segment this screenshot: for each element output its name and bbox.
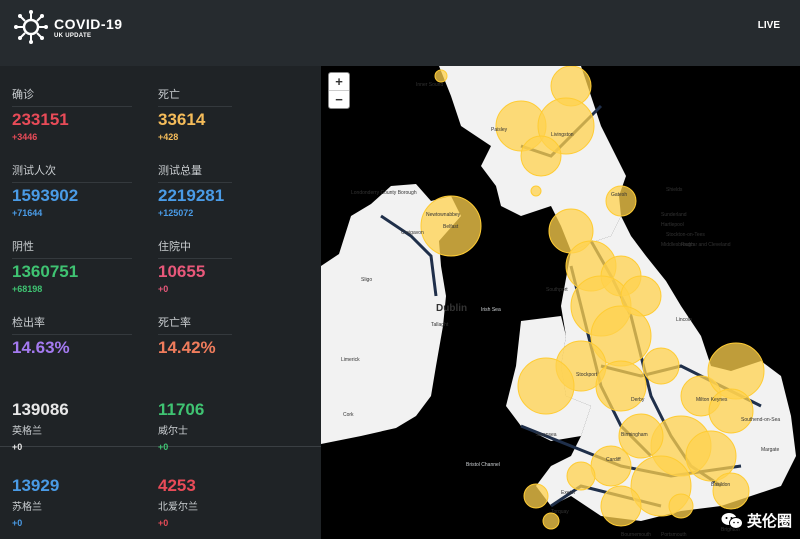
map-label: Shields bbox=[666, 187, 683, 193]
stat-card: 测试人次 1593902 +71644 bbox=[12, 162, 132, 218]
region-value: 4253 bbox=[158, 476, 196, 495]
stat-value: 14.42% bbox=[158, 338, 216, 357]
map-label: Derby bbox=[631, 397, 645, 403]
stat-label: 测试人次 bbox=[12, 162, 132, 183]
map-label: Southend-on-Sea bbox=[741, 417, 780, 423]
map-label: Cork bbox=[343, 412, 354, 418]
region-card: 139086 英格兰 +0 bbox=[12, 400, 69, 452]
region-name: 英格兰 bbox=[12, 426, 42, 437]
map-label: Newtownabbey bbox=[426, 212, 461, 218]
stat-delta: +3446 bbox=[12, 132, 38, 142]
stat-label: 阴性 bbox=[12, 238, 132, 259]
region-name: 威尔士 bbox=[158, 426, 188, 437]
virus-logo-icon bbox=[14, 10, 48, 44]
stat-delta: +428 bbox=[158, 132, 179, 142]
region-delta: +0 bbox=[12, 442, 23, 452]
map-label: Stockport bbox=[576, 372, 598, 378]
map-label: Bristol Channel bbox=[466, 462, 500, 468]
stat-delta: +0 bbox=[158, 284, 169, 294]
stat-delta: +125072 bbox=[158, 208, 194, 218]
app-title: COVID-19 bbox=[54, 16, 123, 32]
region-delta: +0 bbox=[158, 518, 169, 528]
region-name: 北爱尔兰 bbox=[158, 502, 198, 513]
stat-card: 确诊 233151 +3446 bbox=[12, 86, 132, 142]
map-label: Hartlepool bbox=[661, 222, 684, 228]
map-label: Belfast bbox=[443, 224, 459, 230]
case-bubbles[interactable] bbox=[420, 66, 765, 530]
map-label: Stockton-on-Tees bbox=[666, 232, 705, 238]
stat-card: 阴性 1360751 +68198 bbox=[12, 238, 132, 294]
map-label: Milton Keynes bbox=[696, 397, 728, 403]
stat-label: 死亡 bbox=[158, 86, 232, 107]
map-label: Londonderry County Borough bbox=[351, 190, 417, 196]
stat-card: 死亡率 14.42% bbox=[158, 314, 232, 358]
map-label: Gatesh bbox=[611, 192, 627, 198]
region-card: 11706 威尔士 +0 bbox=[158, 400, 204, 452]
stat-label: 检出率 bbox=[12, 314, 132, 335]
stat-card: 测试总量 2219281 +125072 bbox=[158, 162, 232, 218]
stat-delta: +71644 bbox=[12, 208, 43, 218]
watermark-text: 英伦圈 bbox=[746, 513, 792, 530]
stat-card: 死亡 33614 +428 bbox=[158, 86, 232, 142]
map-label: Tallaght bbox=[431, 322, 449, 328]
region-value: 11706 bbox=[158, 400, 205, 419]
map-label: Portsmouth bbox=[661, 532, 687, 538]
stat-label: 住院中 bbox=[158, 238, 232, 259]
stat-label: 测试总量 bbox=[158, 162, 232, 183]
map-label: Birmingham bbox=[621, 432, 648, 438]
zoom-in-button[interactable]: + bbox=[329, 73, 349, 91]
region-value: 139086 bbox=[12, 400, 69, 419]
map-label: Livingston bbox=[551, 132, 574, 138]
watermark: 英伦圈 bbox=[721, 510, 792, 531]
map-label: Lincoln bbox=[676, 317, 692, 323]
region-delta: +0 bbox=[158, 442, 169, 452]
map-label: Irish Sea bbox=[481, 307, 501, 313]
stat-delta: +68198 bbox=[12, 284, 43, 294]
stat-value: 1360751 bbox=[12, 262, 79, 281]
zoom-out-button[interactable]: − bbox=[335, 92, 343, 107]
stat-value: 14.63% bbox=[12, 338, 70, 357]
region-name: 苏格兰 bbox=[12, 502, 42, 513]
map-label: Bournemouth bbox=[621, 532, 651, 538]
map-label: Cardiff bbox=[606, 457, 621, 463]
map-label: Redcar and Cleveland bbox=[681, 242, 731, 248]
map-label: Sunderland bbox=[661, 212, 687, 218]
divider bbox=[0, 446, 321, 447]
stat-label: 确诊 bbox=[12, 86, 132, 107]
map-label: Limerick bbox=[341, 357, 360, 363]
stat-value: 33614 bbox=[158, 110, 206, 129]
stat-value: 10655 bbox=[158, 262, 206, 281]
map-label: Exeter bbox=[561, 490, 576, 496]
region-card: 4253 北爱尔兰 +0 bbox=[158, 476, 198, 528]
stat-card: 住院中 10655 +0 bbox=[158, 238, 232, 294]
map-label: Basildon bbox=[711, 482, 730, 488]
region-value: 13929 bbox=[12, 476, 60, 495]
map-label: Inner Sound bbox=[416, 82, 443, 88]
map-label: Paisley bbox=[491, 127, 508, 133]
live-link[interactable]: LIVE bbox=[757, 20, 780, 31]
zoom-control: + − bbox=[328, 72, 350, 109]
map-label: Southport bbox=[546, 287, 568, 293]
uk-map[interactable]: Inner Sound Paisley Livingston Londonderry … bbox=[321, 66, 800, 539]
map-label: Swansea bbox=[536, 432, 557, 438]
stat-value: 2219281 bbox=[158, 186, 225, 205]
map-label: Sligo bbox=[361, 277, 372, 283]
stat-value: 233151 bbox=[12, 110, 69, 129]
map-canvas[interactable]: Inner Sound Paisley Livingston Londonderry … bbox=[321, 66, 800, 539]
stat-label: 死亡率 bbox=[158, 314, 232, 335]
region-delta: +0 bbox=[12, 518, 23, 528]
stats-panel: 确诊 233151 +3446 死亡 33614 +428 测试人次 1593902 +7164… bbox=[0, 66, 321, 539]
wechat-icon bbox=[721, 512, 743, 529]
app-subtitle: UK UPDATE bbox=[54, 33, 92, 39]
map-label: Torquay bbox=[551, 509, 569, 515]
map-label: Dublin bbox=[436, 303, 467, 314]
stat-card: 检出率 14.63% bbox=[12, 314, 132, 358]
stat-value: 1593902 bbox=[12, 186, 79, 205]
map-label: Craigavon bbox=[401, 230, 424, 236]
map-label: Margate bbox=[761, 447, 780, 453]
region-card: 13929 苏格兰 +0 bbox=[12, 476, 59, 528]
map-label: Brighton bbox=[721, 527, 740, 533]
app-header: COVID-19 UK UPDATE LIVE bbox=[0, 0, 800, 66]
map-label: Middlesbrough bbox=[661, 242, 694, 248]
